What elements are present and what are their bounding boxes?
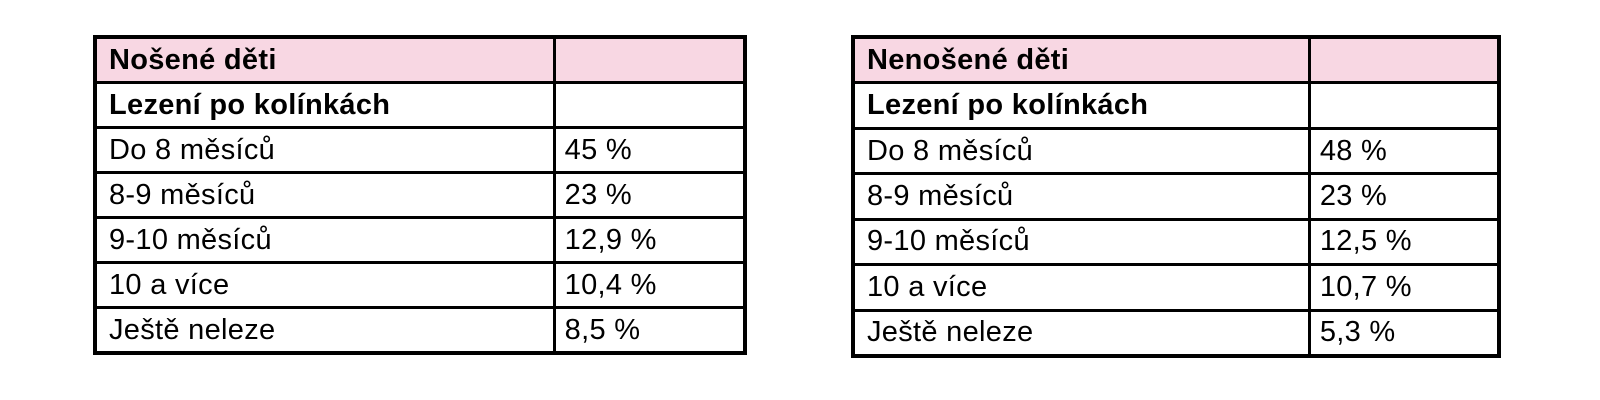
table-title: Nošené děti [97, 39, 556, 81]
non-carried-children-table: Nenošené děti Lezení po kolínkách Do 8 m… [851, 35, 1501, 358]
row-label: Do 8 měsíců [97, 129, 556, 171]
table-row: 8-9 měsíců 23 % [855, 172, 1497, 218]
table-section-row: Lezení po kolínkách [855, 81, 1497, 127]
row-value: 10,4 % [564, 268, 657, 301]
row-label: 8-9 měsíců [97, 174, 556, 216]
table-section-label: Lezení po kolínkách [97, 84, 556, 126]
table-section-empty-cell [556, 84, 743, 126]
table-row: Do 8 měsíců 48 % [855, 126, 1497, 173]
table-section-row: Lezení po kolínkách [97, 81, 743, 126]
row-value: 48 % [1319, 134, 1388, 167]
table-header-empty-cell [1311, 39, 1497, 81]
row-label: Ještě neleze [97, 309, 556, 351]
table-row: Ještě neleze 8,5 % [97, 306, 743, 351]
table-header-empty-cell [556, 39, 743, 81]
table-header-row: Nošené děti [97, 39, 743, 81]
row-value: 5,3 % [1319, 316, 1396, 349]
table-row: Do 8 měsíců 45 % [97, 126, 743, 171]
row-value: 23 % [1319, 179, 1388, 212]
table-section-empty-cell [1311, 84, 1497, 126]
row-value: 8,5 % [564, 313, 641, 346]
row-value: 12,9 % [564, 223, 657, 256]
row-value: 23 % [564, 178, 632, 211]
table-row: Ještě neleze 5,3 % [855, 308, 1497, 354]
table-row: 9-10 měsíců 12,5 % [855, 217, 1497, 264]
table-row: 8-9 měsíců 23 % [97, 171, 743, 216]
row-label: Do 8 měsíců [855, 129, 1311, 173]
table-section-label: Lezení po kolínkách [855, 84, 1311, 127]
table-header-row: Nenošené děti [855, 39, 1497, 82]
row-label: 10 a více [855, 266, 1311, 309]
row-label: 9-10 měsíců [855, 220, 1311, 264]
row-value: 10,7 % [1319, 270, 1412, 303]
row-label: 9-10 měsíců [97, 219, 556, 261]
table-row: 10 a více 10,7 % [855, 263, 1497, 309]
row-value: 45 % [564, 133, 632, 166]
table-row: 9-10 měsíců 12,9 % [97, 216, 743, 261]
row-value: 12,5 % [1319, 225, 1412, 258]
row-label: Ještě neleze [855, 311, 1311, 354]
table-row: 10 a více 10,4 % [97, 261, 743, 306]
table-title: Nenošené děti [855, 39, 1311, 82]
row-label: 8-9 měsíců [855, 175, 1311, 218]
row-label: 10 a více [97, 264, 556, 306]
carried-children-table: Nošené děti Lezení po kolínkách Do 8 měs… [93, 35, 747, 355]
